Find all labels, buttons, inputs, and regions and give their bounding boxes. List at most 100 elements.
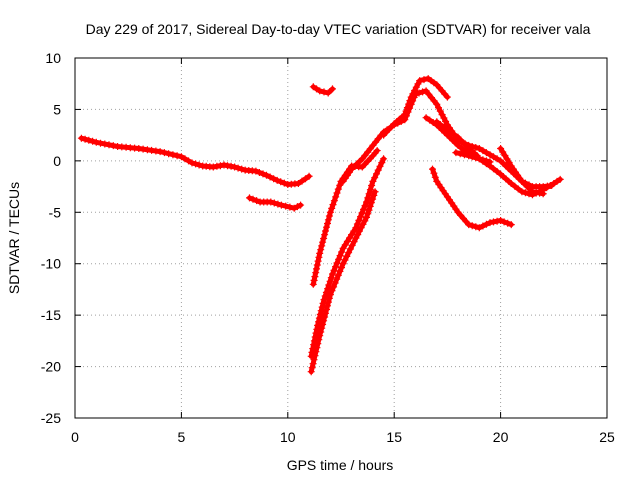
data-point	[169, 151, 177, 159]
data-point	[482, 220, 490, 228]
data-point	[273, 176, 281, 184]
data-point	[216, 162, 224, 170]
ticks: 0 5 10 15 20 25 -25 -20 -15 -10 -5 0 5 10	[41, 50, 615, 445]
data-point	[336, 181, 344, 189]
data-point	[363, 213, 370, 221]
data-point	[255, 169, 263, 176]
data-point	[209, 163, 217, 171]
data-point	[475, 145, 483, 152]
data-point	[317, 246, 325, 254]
data-point	[376, 162, 384, 170]
data-point	[430, 169, 438, 177]
data-point	[422, 114, 430, 122]
data-point	[405, 100, 413, 108]
data-point	[373, 147, 381, 155]
data-point	[402, 107, 410, 115]
data-point	[366, 202, 374, 210]
data-point	[156, 148, 164, 156]
data-point	[365, 206, 373, 214]
data-point	[345, 249, 353, 257]
data-point	[249, 195, 257, 203]
data-point	[332, 193, 340, 201]
data-point	[310, 276, 318, 284]
data-point	[325, 294, 333, 302]
data-point	[414, 80, 422, 88]
data-point	[318, 242, 326, 250]
data-point	[315, 253, 323, 261]
data-point	[364, 194, 372, 202]
data-point	[456, 150, 464, 158]
data-point	[475, 155, 483, 163]
data-point	[105, 141, 113, 149]
data-point	[322, 309, 329, 317]
data-point	[338, 264, 345, 272]
data-point	[556, 175, 564, 183]
data-point	[322, 227, 329, 235]
y-tick-label: -10	[41, 256, 61, 272]
data-point	[335, 255, 343, 263]
data-point	[165, 150, 173, 158]
data-point	[317, 307, 325, 315]
data-point	[101, 140, 109, 148]
data-point	[370, 191, 378, 199]
data-point	[472, 144, 480, 151]
data-point	[539, 190, 547, 198]
x-tick-label: 15	[386, 429, 402, 445]
data-point	[440, 114, 448, 122]
data-point	[328, 204, 336, 212]
data-point	[89, 137, 97, 145]
series-arc-4	[307, 155, 388, 360]
data-point	[318, 324, 326, 332]
data-point	[360, 205, 367, 213]
data-point	[333, 189, 341, 197]
x-tick-label: 20	[493, 429, 509, 445]
data-point	[313, 344, 321, 352]
data-point	[319, 299, 327, 307]
data-point	[412, 83, 420, 91]
data-point	[331, 279, 339, 287]
data-point	[419, 88, 427, 96]
data-point	[326, 208, 334, 216]
data-point	[409, 90, 417, 98]
data-point	[234, 164, 242, 172]
data-point	[343, 252, 351, 260]
data-point	[500, 218, 508, 226]
data-point	[330, 283, 338, 291]
data-point	[401, 111, 409, 119]
data-point	[465, 152, 473, 160]
data-point	[231, 163, 239, 171]
data-point	[286, 203, 294, 211]
data-point	[314, 340, 322, 348]
data-point	[328, 287, 336, 295]
x-axis-label: GPS time / hours	[287, 457, 394, 473]
y-tick-label: 5	[53, 101, 61, 117]
data-point	[312, 269, 320, 277]
data-point	[307, 368, 315, 376]
data-point	[336, 267, 344, 275]
data-point	[181, 155, 189, 163]
data-point	[317, 328, 325, 336]
data-point	[490, 218, 497, 226]
data-point	[309, 280, 317, 288]
data-point	[293, 203, 301, 211]
data-point	[323, 306, 330, 313]
data-point	[302, 175, 309, 183]
y-axis-label: SDTVAR / TECUs	[6, 182, 22, 294]
data-point	[407, 93, 415, 101]
data-point	[543, 184, 551, 192]
data-point	[259, 170, 267, 178]
series-arc-2	[246, 194, 305, 212]
data-point	[297, 201, 305, 209]
data-point	[368, 182, 376, 189]
data-point	[497, 217, 505, 224]
data-point	[324, 302, 331, 310]
series-band	[308, 189, 378, 375]
series-arc-11	[429, 165, 515, 232]
data-point	[365, 190, 373, 198]
data-point	[339, 260, 347, 268]
data-point	[316, 87, 324, 95]
data-point	[311, 273, 319, 281]
data-point	[472, 223, 480, 231]
data-point	[420, 76, 428, 84]
